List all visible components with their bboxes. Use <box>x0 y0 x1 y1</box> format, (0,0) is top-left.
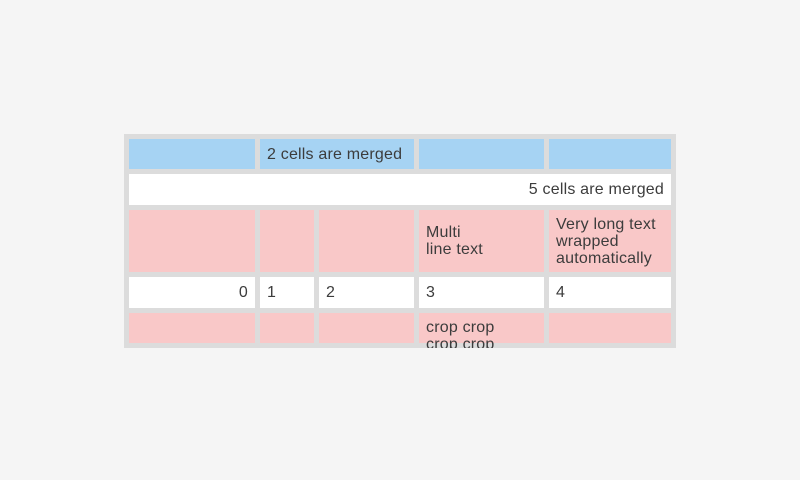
table-cell-r4c4 <box>549 313 671 343</box>
table-cell-r2c2 <box>319 210 414 272</box>
table-cell-r0c1-merged: 2 cells are merged <box>260 139 414 169</box>
table-cell-r1-merged: 5 cells are merged <box>129 174 671 205</box>
table-row-2: Multi line text Very long text wrapped a… <box>129 210 671 272</box>
table-cell-r4c3-cropped: crop crop crop crop <box>419 313 544 348</box>
table-row-1: 5 cells are merged <box>129 174 671 205</box>
table-cell-r3c3: 3 <box>419 277 544 308</box>
table-cell-r3c2: 2 <box>319 277 414 308</box>
table-cell-r4c1 <box>260 313 314 343</box>
table-cell-r4c2 <box>319 313 414 343</box>
table-cell-r2c1 <box>260 210 314 272</box>
table-cell-r0c4 <box>549 139 671 169</box>
table-cell-r2c4: Very long text wrapped automatically <box>549 210 671 272</box>
table-cell-r3c0: 0 <box>129 277 255 308</box>
table-cell-r0c0 <box>129 139 255 169</box>
table-row-0: 2 cells are merged <box>129 139 671 169</box>
table-row-4: crop crop crop crop <box>129 313 671 348</box>
table-cell-r3c1: 1 <box>260 277 314 308</box>
table-cell-r3c4: 4 <box>549 277 671 308</box>
table-row-3: 0 1 2 3 4 <box>129 277 671 308</box>
table-widget[interactable]: 2 cells are merged 5 cells are merged Mu… <box>124 134 676 348</box>
table-cell-r0c3 <box>419 139 544 169</box>
table-cell-r2c0 <box>129 210 255 272</box>
table-cell-r2c3: Multi line text <box>419 210 544 272</box>
table-cell-r4c0 <box>129 313 255 343</box>
